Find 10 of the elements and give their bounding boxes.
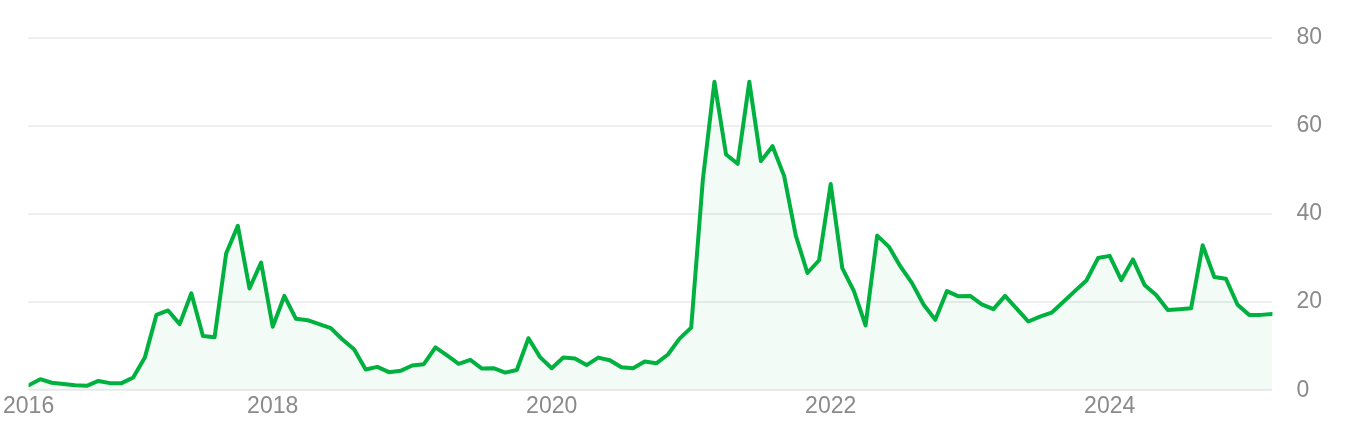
y-tick-label: 40 <box>1296 199 1323 226</box>
y-tick-label: 20 <box>1296 287 1323 314</box>
x-tick-label: 2020 <box>526 392 578 419</box>
y-tick-label: 80 <box>1296 23 1323 50</box>
x-tick-label: 2018 <box>247 392 299 419</box>
y-tick-label: 60 <box>1296 111 1323 138</box>
x-tick-label: 2022 <box>805 392 857 419</box>
x-tick-label: 2024 <box>1084 392 1136 419</box>
y-tick-label: 0 <box>1296 375 1310 402</box>
x-tick-label: 2016 <box>3 392 55 419</box>
